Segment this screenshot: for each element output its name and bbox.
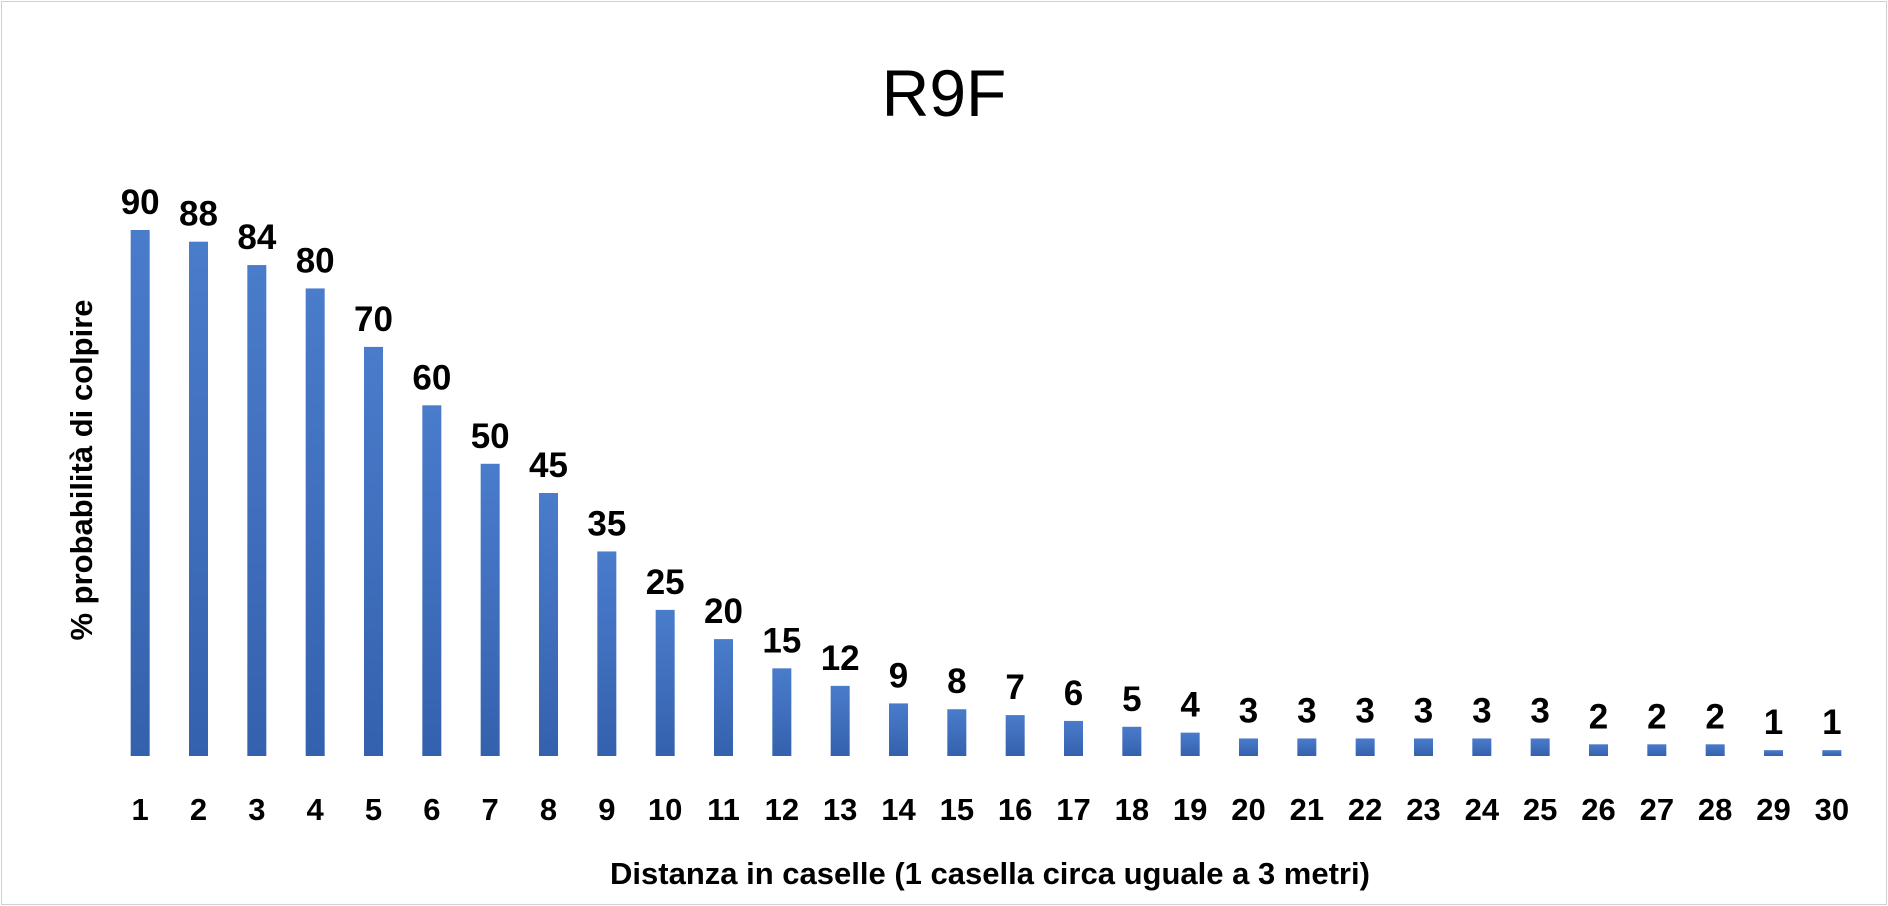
chart-title: R9F xyxy=(882,56,1007,130)
bar xyxy=(1180,732,1200,756)
x-tick-label: 13 xyxy=(823,792,857,827)
x-tick-label: 21 xyxy=(1290,792,1324,827)
bar xyxy=(714,639,733,756)
x-tick-label: 6 xyxy=(423,792,440,827)
data-label: 25 xyxy=(646,563,685,602)
x-tick-label: 30 xyxy=(1815,792,1849,827)
x-tick-label: 25 xyxy=(1523,792,1557,827)
x-tick-label: 2 xyxy=(190,792,207,827)
bar xyxy=(889,703,908,756)
data-label: 4 xyxy=(1180,686,1200,725)
data-label: 50 xyxy=(471,417,510,456)
data-label: 20 xyxy=(704,592,743,631)
data-label: 3 xyxy=(1414,691,1433,730)
bar xyxy=(189,241,208,756)
data-label: 84 xyxy=(237,218,276,257)
bar xyxy=(1355,738,1375,756)
bar xyxy=(364,346,383,756)
x-tick-label: 27 xyxy=(1640,792,1674,827)
y-axis-label: % probabilità di colpire xyxy=(64,299,99,640)
x-tick-label: 23 xyxy=(1406,792,1440,827)
bar xyxy=(539,493,558,756)
bar xyxy=(422,405,442,756)
x-tick-label: 26 xyxy=(1581,792,1615,827)
x-tick-label: 28 xyxy=(1698,792,1732,827)
bar xyxy=(1530,738,1550,756)
data-label: 1 xyxy=(1764,703,1783,742)
data-label: 45 xyxy=(529,446,568,485)
data-label: 3 xyxy=(1355,691,1374,730)
data-label: 60 xyxy=(412,358,451,397)
data-label: 35 xyxy=(587,504,626,543)
data-label: 2 xyxy=(1589,697,1608,736)
data-label: 88 xyxy=(179,195,218,234)
x-tick-label: 5 xyxy=(365,792,382,827)
data-label: 7 xyxy=(1005,668,1024,707)
data-label: 2 xyxy=(1647,697,1666,736)
x-tick-label: 7 xyxy=(482,792,499,827)
bar xyxy=(130,230,150,756)
data-label: 5 xyxy=(1122,680,1141,719)
x-tick-label: 19 xyxy=(1173,792,1207,827)
bar xyxy=(655,609,675,756)
x-tick-label: 20 xyxy=(1231,792,1265,827)
data-label: 2 xyxy=(1705,697,1724,736)
data-label: 9 xyxy=(889,656,908,695)
x-tick-label: 4 xyxy=(307,792,325,827)
x-tick-label: 14 xyxy=(881,792,916,827)
bars-group xyxy=(130,230,1842,756)
data-label: 1 xyxy=(1822,703,1841,742)
x-tick-label: 10 xyxy=(648,792,682,827)
bar xyxy=(480,463,500,756)
x-tick-label: 11 xyxy=(707,792,740,827)
data-label: 3 xyxy=(1239,691,1258,730)
x-tick-label: 29 xyxy=(1756,792,1790,827)
data-label: 3 xyxy=(1472,691,1491,730)
data-label: 90 xyxy=(121,183,160,222)
x-axis-label: Distanza in caselle (1 casella circa ugu… xyxy=(610,856,1370,891)
bar xyxy=(1705,744,1725,756)
bar xyxy=(1005,715,1025,756)
bar xyxy=(947,709,967,756)
bar xyxy=(1414,738,1433,756)
data-label: 3 xyxy=(1530,691,1549,730)
x-tick-label: 9 xyxy=(598,792,615,827)
bar xyxy=(1647,744,1667,756)
x-tick-label: 15 xyxy=(940,792,974,827)
bar xyxy=(1589,744,1608,756)
x-tick-label: 16 xyxy=(998,792,1032,827)
data-label: 15 xyxy=(762,621,801,660)
x-tick-label: 24 xyxy=(1465,792,1500,827)
bar xyxy=(247,265,267,756)
x-tick-label: 22 xyxy=(1348,792,1382,827)
data-label: 3 xyxy=(1297,691,1316,730)
x-tick-label: 1 xyxy=(132,792,149,827)
bar xyxy=(830,685,850,756)
data-label: 12 xyxy=(821,639,860,678)
data-label: 6 xyxy=(1064,674,1083,713)
bar xyxy=(1472,738,1492,756)
x-tick-label: 3 xyxy=(248,792,265,827)
bar xyxy=(1064,720,1083,756)
bar xyxy=(305,288,325,756)
x-tick-labels-group: 1 2 3 4 5 6 7 8 9 10 11 12 13 14 15 16 17 18 19 20 21 22 23 24 2… xyxy=(132,792,1850,827)
bar xyxy=(1122,726,1142,756)
bar xyxy=(1764,750,1783,756)
bar xyxy=(597,551,617,756)
data-label: 80 xyxy=(296,241,335,280)
bar xyxy=(1239,738,1258,756)
data-label: 8 xyxy=(947,662,966,701)
x-tick-label: 12 xyxy=(765,792,799,827)
bar xyxy=(1297,738,1317,756)
x-tick-label: 18 xyxy=(1115,792,1149,827)
x-tick-label: 8 xyxy=(540,792,557,827)
bar xyxy=(1822,750,1842,756)
x-tick-label: 17 xyxy=(1056,792,1090,827)
bar xyxy=(772,668,792,756)
data-label: 70 xyxy=(354,300,393,339)
